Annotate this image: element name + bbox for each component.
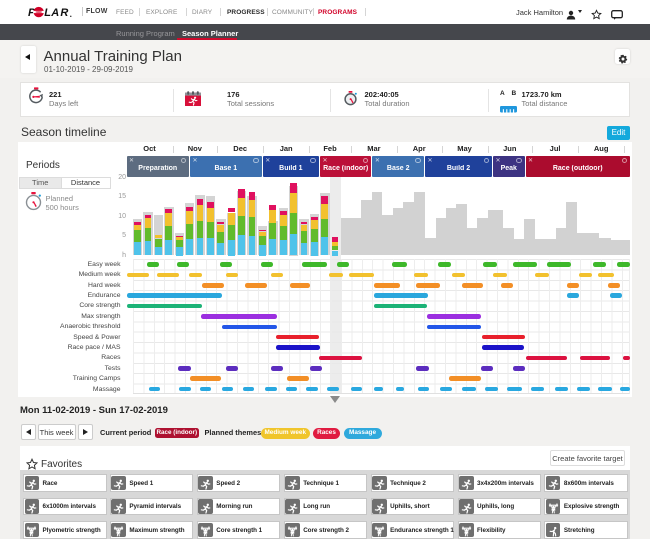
svg-text:L: L [44, 7, 51, 19]
svg-text:A: A [50, 7, 59, 19]
svg-text:P: P [28, 7, 36, 19]
svg-text:R: R [60, 7, 68, 19]
